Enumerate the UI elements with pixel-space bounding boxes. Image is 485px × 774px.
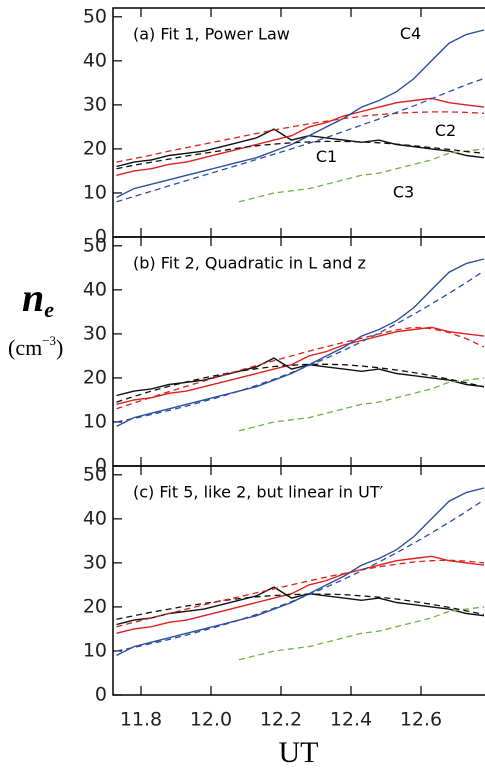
panel-frame (112, 465, 485, 696)
series-line (116, 593, 485, 620)
series-label: C3 (393, 182, 414, 201)
y-tick-label: 50 (83, 463, 107, 485)
series-line (116, 499, 485, 652)
y-tick-label: 0 (95, 684, 107, 706)
series-line (116, 258, 485, 428)
series-line (116, 357, 485, 397)
series-line (238, 377, 485, 432)
series-line (116, 111, 485, 163)
y-tick-label: 20 (83, 137, 107, 159)
y-label-symbol: n (22, 275, 44, 320)
series-line (116, 97, 485, 176)
y-tick-label: 10 (83, 639, 107, 661)
series-line (116, 128, 485, 168)
panel-title: (a) Fit 1, Power Law (133, 25, 290, 44)
series-line (116, 77, 485, 203)
y-tick-label: 20 (83, 595, 107, 617)
panel-title: (c) Fit 5, like 2, but linear in UT′ (133, 483, 384, 502)
y-tick-label: 40 (83, 278, 107, 300)
y-tick-label: 50 (83, 234, 107, 256)
series-line (116, 29, 485, 199)
y-tick-label: 0 (95, 226, 107, 248)
series-line (238, 148, 485, 203)
x-tick-label: 12.0 (190, 709, 232, 731)
series-line (238, 606, 485, 661)
x-label: UT (279, 736, 319, 769)
y-tick-label: 50 (83, 5, 107, 27)
series-line (116, 363, 485, 403)
y-tick-label: 30 (83, 551, 107, 573)
series-line (116, 326, 485, 405)
y-tick-label: 0 (95, 455, 107, 477)
panel: 0 10 20 30 40 50 (b) Fit 2, Quadratic in L and… (83, 234, 485, 477)
y-tick-label: 40 (83, 507, 107, 529)
x-tick-label: 11.8 (120, 709, 162, 731)
x-tick-label: 12.4 (330, 709, 372, 731)
series-label: C1 (316, 147, 337, 166)
y-label: ne (22, 275, 54, 322)
y-label-unit: (cm−3) (8, 333, 63, 360)
panel: 0 10 20 30 40 50 C1 C2 C3 C4 (a) Fit 1, Power Law (83, 5, 485, 248)
series-line (116, 140, 485, 170)
y-label-unit-text: (cm (8, 335, 42, 360)
y-tick-label: 30 (83, 93, 107, 115)
panel: 0 10 20 30 40 50 11.8 12.0 12.2 12.4 12.6 (c) Fit 5… (83, 463, 485, 731)
series-line (116, 326, 485, 410)
y-tick-label: 20 (83, 366, 107, 388)
panel-title: (b) Fit 2, Quadratic in L and z (133, 254, 366, 273)
x-tick-label: 12.6 (400, 709, 442, 731)
series-label: C4 (400, 24, 421, 43)
y-label-subscript: e (44, 297, 54, 322)
series-line (116, 487, 485, 657)
y-tick-label: 10 (83, 181, 107, 203)
series-line (116, 270, 485, 423)
y-tick-label: 30 (83, 322, 107, 344)
x-tick-label: 12.2 (260, 709, 302, 731)
y-tick-label: 10 (83, 410, 107, 432)
y-label-close: ) (56, 335, 63, 360)
y-label-exponent: −3 (42, 333, 56, 348)
series-line (116, 586, 485, 626)
y-tick-label: 40 (83, 49, 107, 71)
series-line (116, 555, 485, 634)
series-label: C2 (435, 121, 456, 140)
series-line (116, 559, 485, 628)
